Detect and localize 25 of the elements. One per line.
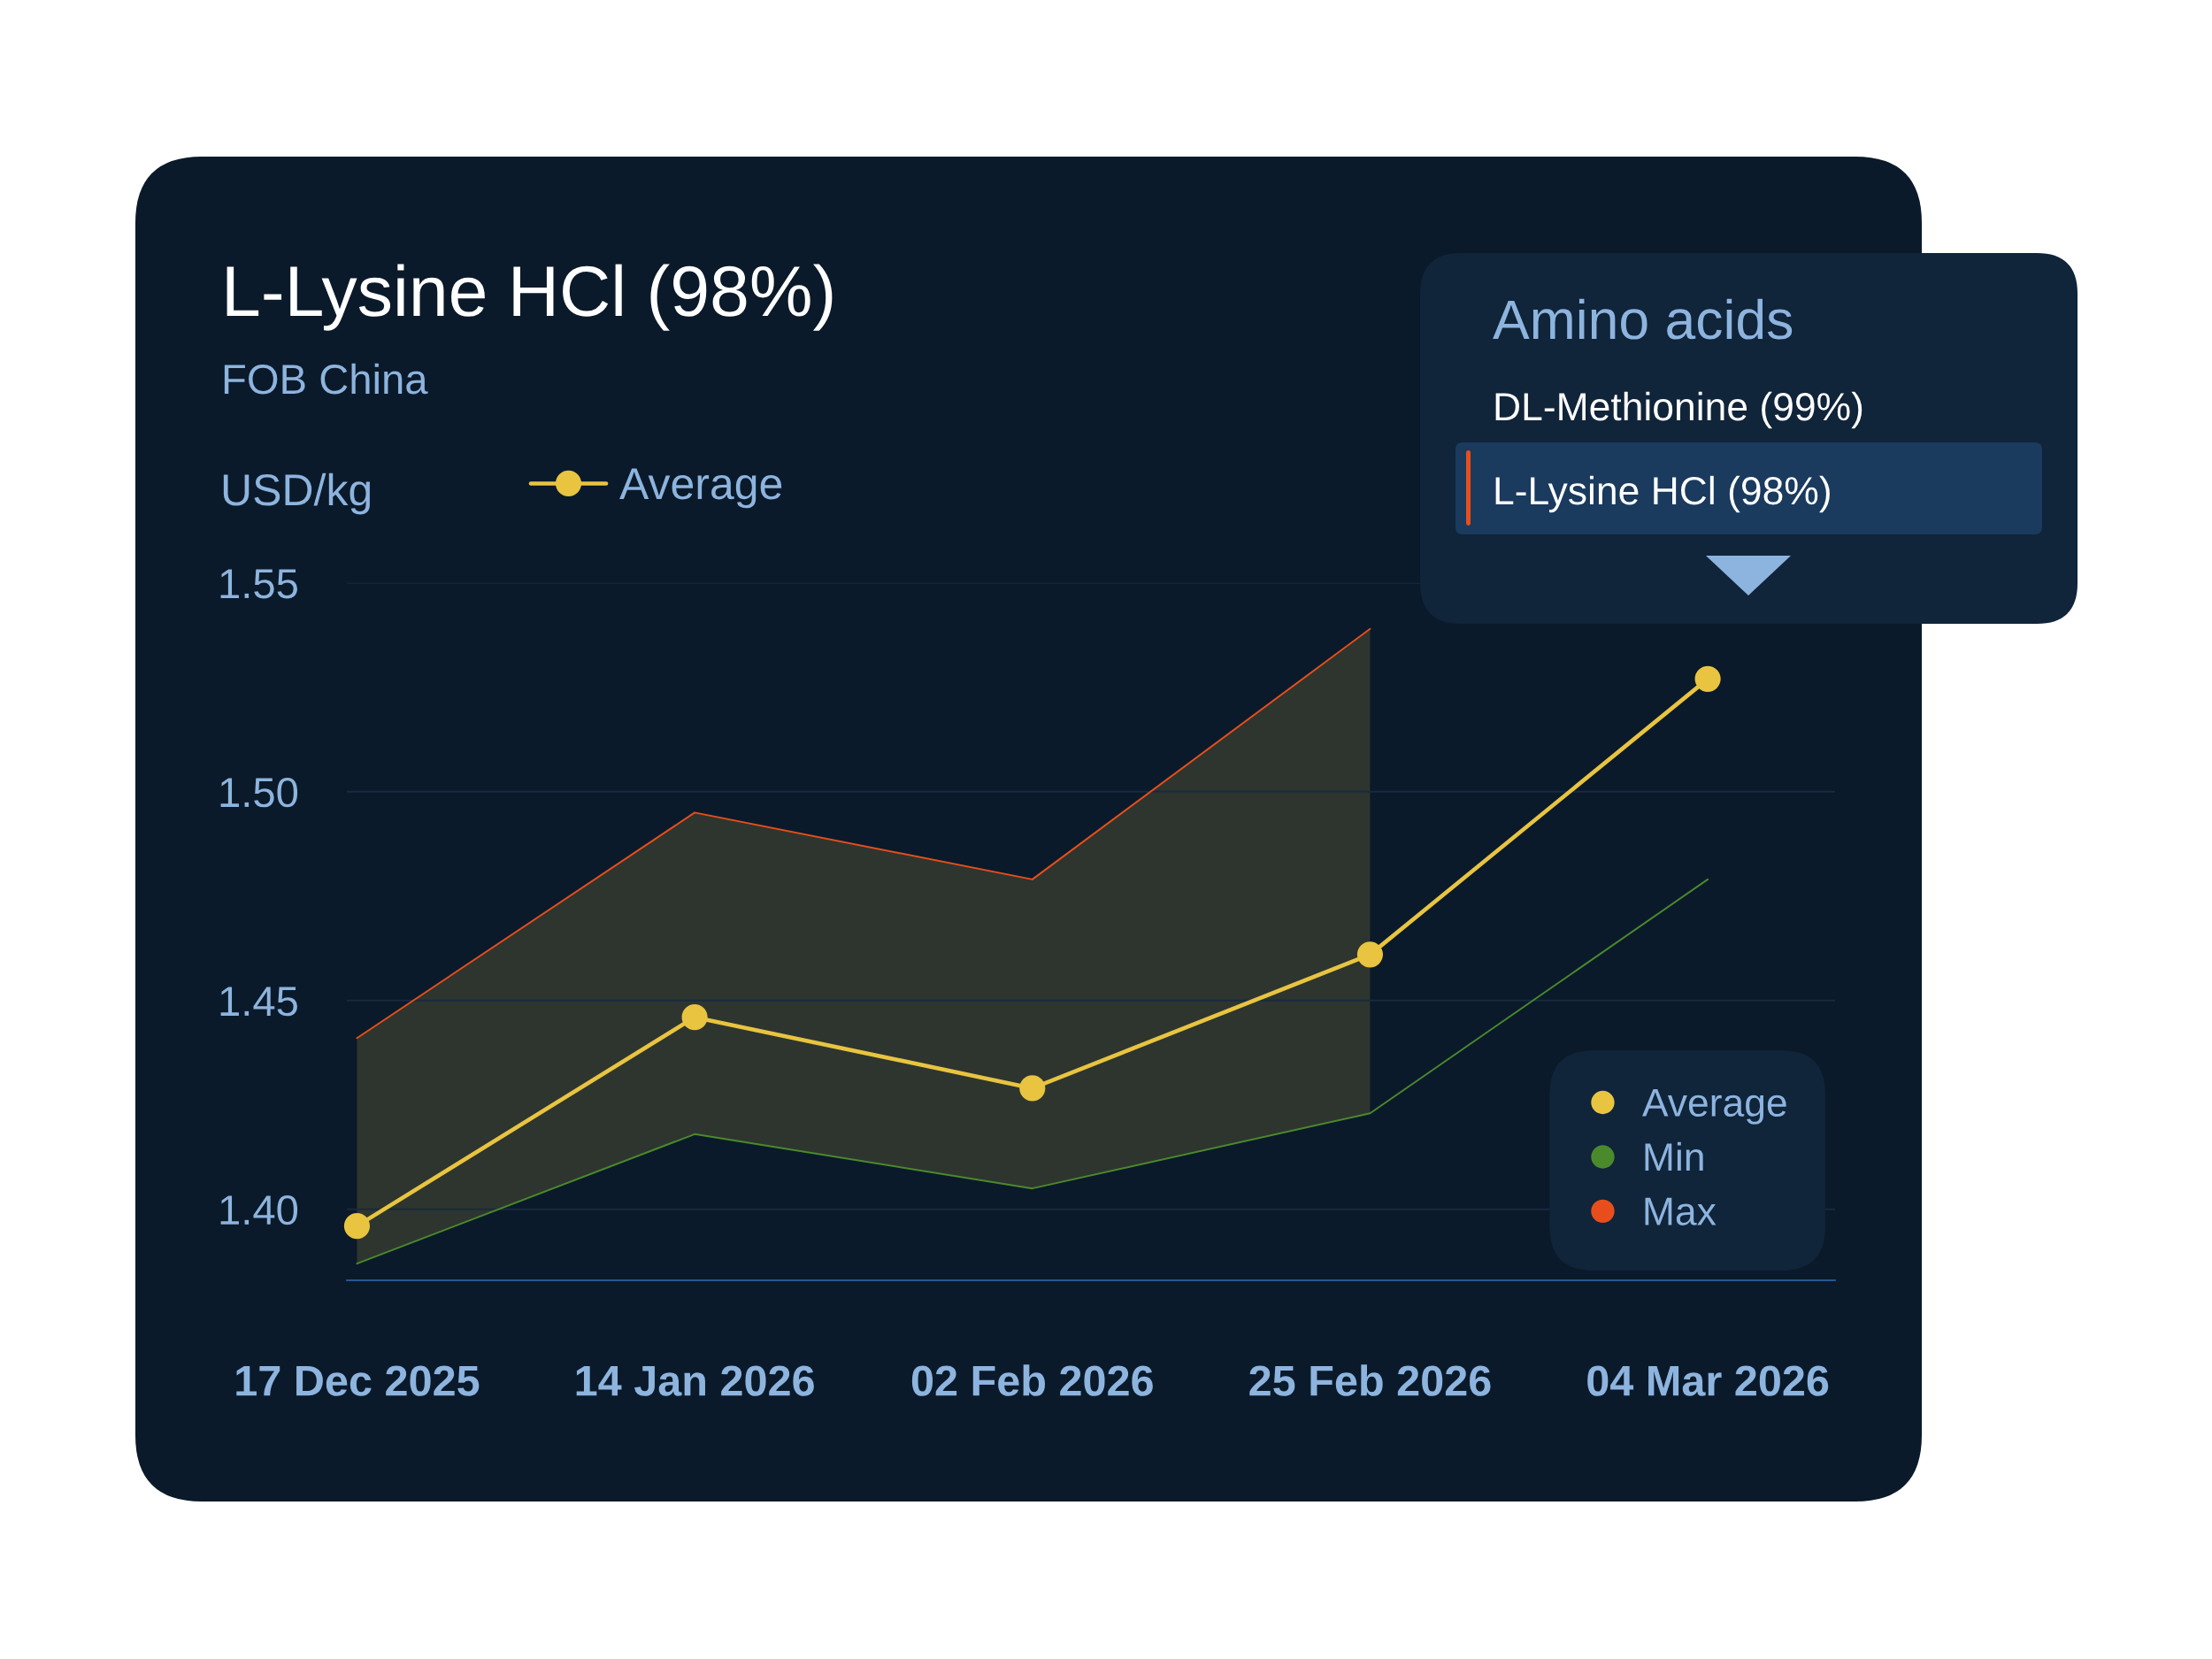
point <box>1019 1075 1046 1102</box>
y-tick-label: 1.50 <box>220 777 298 808</box>
y-axis-title: USD/kg <box>223 472 371 515</box>
legend-label: Min <box>1645 1141 1703 1171</box>
point <box>343 1213 371 1240</box>
x-tick-label: 25 Feb 2026 <box>1249 1364 1491 1396</box>
point <box>1356 941 1384 968</box>
x-tick-label: 02 Feb 2026 <box>911 1364 1153 1396</box>
text: Amino acids <box>1493 298 1793 340</box>
text: L-Lysine HCl (98%) <box>1495 475 1830 513</box>
x-tick-label: 04 Mar 2026 <box>1587 1365 1829 1396</box>
text: DL-Methionine (99%) <box>1495 391 1863 429</box>
line-series <box>356 627 1371 1040</box>
point <box>681 1004 708 1031</box>
chart-subtitle: FOB China <box>224 363 428 395</box>
y-tick-label: 1.55 <box>220 569 297 599</box>
chart-title: L-Lysine HCl (98%) <box>227 264 833 331</box>
legend-label: Average <box>1642 1089 1786 1125</box>
text: Average <box>619 468 782 509</box>
x-tick-label: 14 Jan 2026 <box>576 1365 814 1396</box>
legend-label: Max <box>1645 1197 1717 1225</box>
x-tick-label: 17 Dec 2025 <box>236 1365 480 1396</box>
point <box>1694 665 1721 692</box>
y-tick-label: 1.45 <box>220 987 297 1017</box>
y-tick-label: 1.40 <box>220 1194 298 1225</box>
